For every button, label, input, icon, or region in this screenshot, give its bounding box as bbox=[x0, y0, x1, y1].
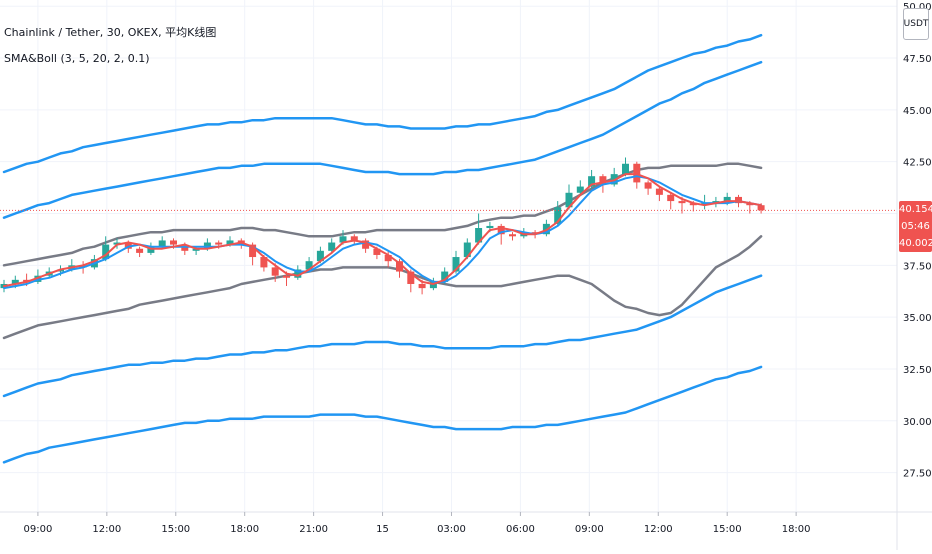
candle-body bbox=[418, 283, 426, 289]
candle-body bbox=[147, 246, 155, 253]
candle-body bbox=[633, 163, 641, 183]
candle-body bbox=[316, 250, 324, 262]
symbol-legend[interactable]: Chainlink / Tether, 30, OKEX, 平均K线图 bbox=[4, 26, 217, 39]
bollinger-mid-upper bbox=[2, 60, 763, 219]
candle-body bbox=[475, 228, 483, 243]
indicator-legend[interactable]: SMA&Boll (3, 5, 20, 2, 0.1) bbox=[4, 52, 150, 65]
x-tick-label: 15 bbox=[376, 524, 389, 535]
countdown-label: 05:46 bbox=[901, 221, 930, 233]
candle-body bbox=[463, 242, 471, 258]
y-tick-label: 35.000 bbox=[903, 313, 932, 324]
y-tick-label: 50.000 bbox=[903, 2, 932, 13]
candle-body bbox=[373, 248, 381, 255]
candle-body bbox=[689, 203, 697, 206]
y-tick-label: 32.500 bbox=[903, 365, 932, 376]
candle-body bbox=[396, 261, 403, 272]
y-tick-label: 30.000 bbox=[903, 417, 932, 428]
x-tick-label: 09:00 bbox=[23, 524, 52, 535]
x-tick-label: 15:00 bbox=[161, 524, 190, 535]
candle-body bbox=[113, 242, 121, 245]
sma-slow-line bbox=[3, 175, 763, 290]
candle-body bbox=[170, 240, 177, 245]
candle-body bbox=[11, 279, 19, 284]
candle-body bbox=[384, 254, 392, 262]
x-tick-label: 18:00 bbox=[782, 524, 811, 535]
candle-body bbox=[249, 244, 257, 258]
price-axis[interactable]: 27.50030.00032.50035.00037.50040.00042.5… bbox=[896, 0, 932, 550]
y-tick-label: 37.500 bbox=[903, 261, 932, 272]
candle-body bbox=[203, 242, 211, 249]
candle-body bbox=[283, 275, 290, 278]
moving-averages bbox=[3, 173, 763, 290]
candle-body bbox=[452, 257, 460, 272]
candle-body bbox=[723, 196, 731, 202]
currency-selector[interactable]: USDT bbox=[903, 8, 929, 40]
candle-body bbox=[328, 242, 336, 251]
indicator-price-label: 40.002 bbox=[899, 238, 932, 250]
last-price-tag: 40.154 05:46 40.002 bbox=[899, 201, 932, 253]
candle-body bbox=[226, 240, 234, 245]
candle-body bbox=[588, 176, 596, 187]
candle-body bbox=[576, 186, 584, 193]
candle-body bbox=[362, 240, 370, 249]
candle-body bbox=[622, 163, 629, 175]
candle-body bbox=[124, 242, 132, 249]
time-axis[interactable]: 09:00 12:00 15:00 18:00 21:00 15 03:00 06:00 09:… bbox=[0, 511, 932, 535]
x-tick-label: 06:00 bbox=[506, 524, 535, 535]
x-tick-label: 09:00 bbox=[575, 524, 604, 535]
candle-body bbox=[192, 248, 200, 251]
last-price-label: 40.154 bbox=[899, 204, 932, 216]
candle-body bbox=[136, 248, 144, 253]
y-tick-label: 27.500 bbox=[903, 469, 932, 480]
candle-body bbox=[271, 267, 279, 276]
candle-body bbox=[260, 257, 268, 268]
y-tick-label: 47.500 bbox=[903, 54, 932, 65]
x-tick-label: 21:00 bbox=[299, 524, 328, 535]
candle-body bbox=[701, 203, 709, 206]
bollinger-mid-lower bbox=[2, 274, 763, 398]
candle-body bbox=[181, 244, 189, 251]
x-tick-label: 03:00 bbox=[437, 524, 466, 535]
candle-body bbox=[565, 192, 573, 208]
candle-body bbox=[294, 269, 302, 278]
candle-body bbox=[305, 261, 313, 270]
candle-body bbox=[678, 201, 686, 204]
candle-body bbox=[644, 182, 652, 189]
currency-label: USDT bbox=[903, 19, 929, 29]
candle-body bbox=[158, 240, 166, 247]
bollinger-lower-inner bbox=[2, 235, 763, 340]
candle-body bbox=[735, 196, 742, 204]
candle-body bbox=[407, 271, 415, 284]
candle-body bbox=[509, 234, 516, 237]
x-tick-label: 15:00 bbox=[713, 524, 742, 535]
grid bbox=[0, 0, 897, 512]
candle-body bbox=[667, 194, 675, 202]
x-tick-label: 12:00 bbox=[644, 524, 673, 535]
candle-body bbox=[486, 225, 494, 229]
y-tick-label: 42.500 bbox=[903, 158, 932, 169]
sma-fast-line bbox=[3, 173, 763, 288]
candle-body bbox=[215, 242, 223, 245]
candle-body bbox=[746, 203, 754, 206]
candle-body bbox=[497, 225, 505, 235]
y-tick-label: 45.000 bbox=[903, 106, 932, 117]
candle-body bbox=[350, 236, 358, 241]
candle-body bbox=[554, 207, 562, 224]
candle-body bbox=[655, 188, 663, 195]
candle-body bbox=[102, 244, 110, 260]
bollinger-lower-2 bbox=[2, 365, 763, 464]
candle-body bbox=[757, 205, 765, 211]
candle-body bbox=[429, 281, 437, 289]
x-tick-label: 18:00 bbox=[230, 524, 259, 535]
x-tick-label: 12:00 bbox=[92, 524, 121, 535]
candle-body bbox=[441, 271, 449, 282]
bollinger-upper-2 bbox=[2, 33, 763, 174]
candle-body bbox=[339, 236, 347, 243]
candle-body bbox=[599, 176, 607, 185]
